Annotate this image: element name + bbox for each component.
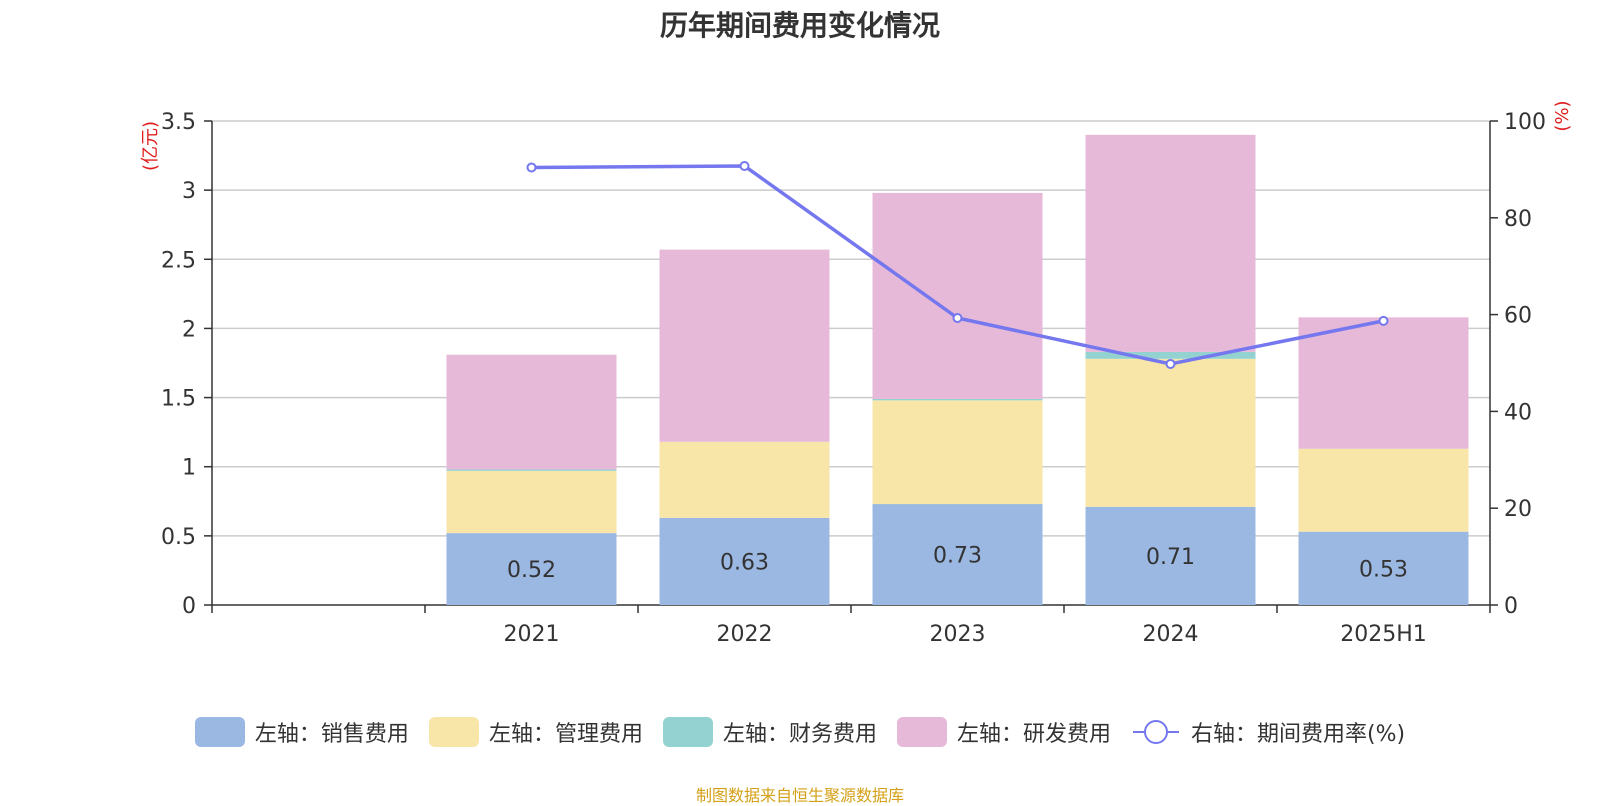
legend-swatch xyxy=(428,717,479,747)
rate-point xyxy=(1378,315,1389,326)
rate-point xyxy=(1165,358,1176,369)
bar-segment-1-2024 xyxy=(1085,506,1256,605)
legend-line-marker-icon xyxy=(1132,720,1179,744)
legend-item[interactable]: 左轴：财务费用 xyxy=(662,716,877,748)
y2-tick-label: 80 xyxy=(1504,207,1532,232)
legend-item[interactable]: 左轴：研发费用 xyxy=(896,716,1111,748)
bar-segment-2-2024 xyxy=(1085,358,1256,507)
rate-point xyxy=(952,312,963,323)
legend-label: 左轴：财务费用 xyxy=(722,722,877,747)
bar-segment-2-2025H1 xyxy=(1298,448,1469,532)
bar-data-label: 0.71 xyxy=(1146,545,1195,570)
y2-tick-label: 0 xyxy=(1504,594,1518,619)
bar-data-label: 0.53 xyxy=(1359,557,1408,582)
bar-segment-2-2021 xyxy=(446,470,617,534)
y-tick-label: 0 xyxy=(182,594,196,619)
bar-segment-2-2023 xyxy=(872,400,1043,505)
bar-segment-1-2021 xyxy=(446,533,617,605)
bar-segment-4-2021 xyxy=(446,354,617,470)
y2-tick-label: 40 xyxy=(1504,400,1532,425)
rate-point xyxy=(526,162,537,173)
bar-segment-1-2025H1 xyxy=(1298,531,1469,605)
bar-segment-4-2023 xyxy=(872,192,1043,399)
legend-label: 左轴：研发费用 xyxy=(956,722,1111,747)
bar-segment-1-2023 xyxy=(872,504,1043,605)
x-tick-label: 2022 xyxy=(717,622,773,647)
bar-segment-4-2025H1 xyxy=(1298,317,1469,449)
source-note: 制图数据来自恒生聚源数据库 xyxy=(695,786,904,805)
rate-point xyxy=(739,161,750,172)
bar-data-label: 0.73 xyxy=(933,544,982,569)
legend-label: 右轴：期间费用率(%) xyxy=(1190,722,1406,747)
y-tick-label: 2.5 xyxy=(161,248,196,273)
x-tick-label: 2023 xyxy=(930,622,986,647)
bar-segment-4-2022 xyxy=(659,249,830,442)
x-tick-label: 2025H1 xyxy=(1340,622,1427,647)
bar-segment-2-2022 xyxy=(659,441,830,518)
x-tick-label: 2021 xyxy=(504,622,560,647)
y-tick-label: 1 xyxy=(182,456,196,481)
y2-tick-label: 60 xyxy=(1504,304,1532,329)
y-axis-unit-label: (亿元) xyxy=(140,121,161,171)
chart-title: 历年期间费用变化情况 xyxy=(659,9,940,42)
legend: 左轴：销售费用 左轴：管理费用 左轴：财务费用 左轴：研发费用 右轴：期间费用率(%) xyxy=(0,716,1600,748)
bar-data-label: 0.52 xyxy=(507,558,556,583)
bar-segment-1-2022 xyxy=(659,517,830,605)
y-tick-label: 3 xyxy=(182,179,196,204)
y2-tick-label: 20 xyxy=(1504,497,1532,522)
x-tick-label: 2024 xyxy=(1143,622,1199,647)
y2-axis-unit-label: (%) xyxy=(1552,100,1573,131)
bar-segment-3-2024 xyxy=(1085,351,1256,359)
legend-label: 左轴：销售费用 xyxy=(254,722,409,747)
bar-segment-3-2021 xyxy=(446,469,617,471)
bar-segment-4-2024 xyxy=(1085,134,1256,352)
y2-tick-label: 100 xyxy=(1504,110,1546,135)
y-tick-label: 0.5 xyxy=(161,525,196,550)
legend-label: 左轴：管理费用 xyxy=(488,722,643,747)
bar-data-label: 0.63 xyxy=(720,550,769,575)
y-tick-label: 1.5 xyxy=(161,387,196,412)
y-tick-label: 2 xyxy=(182,317,196,342)
legend-item[interactable]: 左轴：销售费用 xyxy=(194,716,409,748)
y-tick-label: 3.5 xyxy=(161,110,196,135)
legend-swatch xyxy=(194,717,245,747)
legend-item[interactable]: 左轴：管理费用 xyxy=(428,716,643,748)
legend-swatch xyxy=(662,717,713,747)
legend-item[interactable]: 右轴：期间费用率(%) xyxy=(1131,716,1405,748)
bar-segment-3-2023 xyxy=(872,398,1043,401)
legend-swatch xyxy=(896,717,947,747)
chart-canvas: 0 0.5 1 1.5 2 2.5 3 3.5 0 20 40 60 80 100 (亿元) (%) 2021 2… xyxy=(140,100,1573,647)
